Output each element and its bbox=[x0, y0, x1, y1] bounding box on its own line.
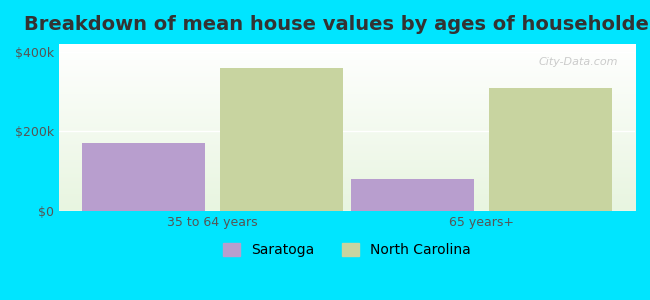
Bar bbox=[351, 179, 474, 211]
Title: Breakdown of mean house values by ages of householders: Breakdown of mean house values by ages o… bbox=[24, 15, 650, 34]
Legend: Saratoga, North Carolina: Saratoga, North Carolina bbox=[218, 238, 476, 263]
Bar bbox=[82, 143, 205, 211]
Bar bbox=[489, 88, 612, 211]
Text: City-Data.com: City-Data.com bbox=[538, 57, 617, 67]
Bar bbox=[220, 68, 343, 211]
